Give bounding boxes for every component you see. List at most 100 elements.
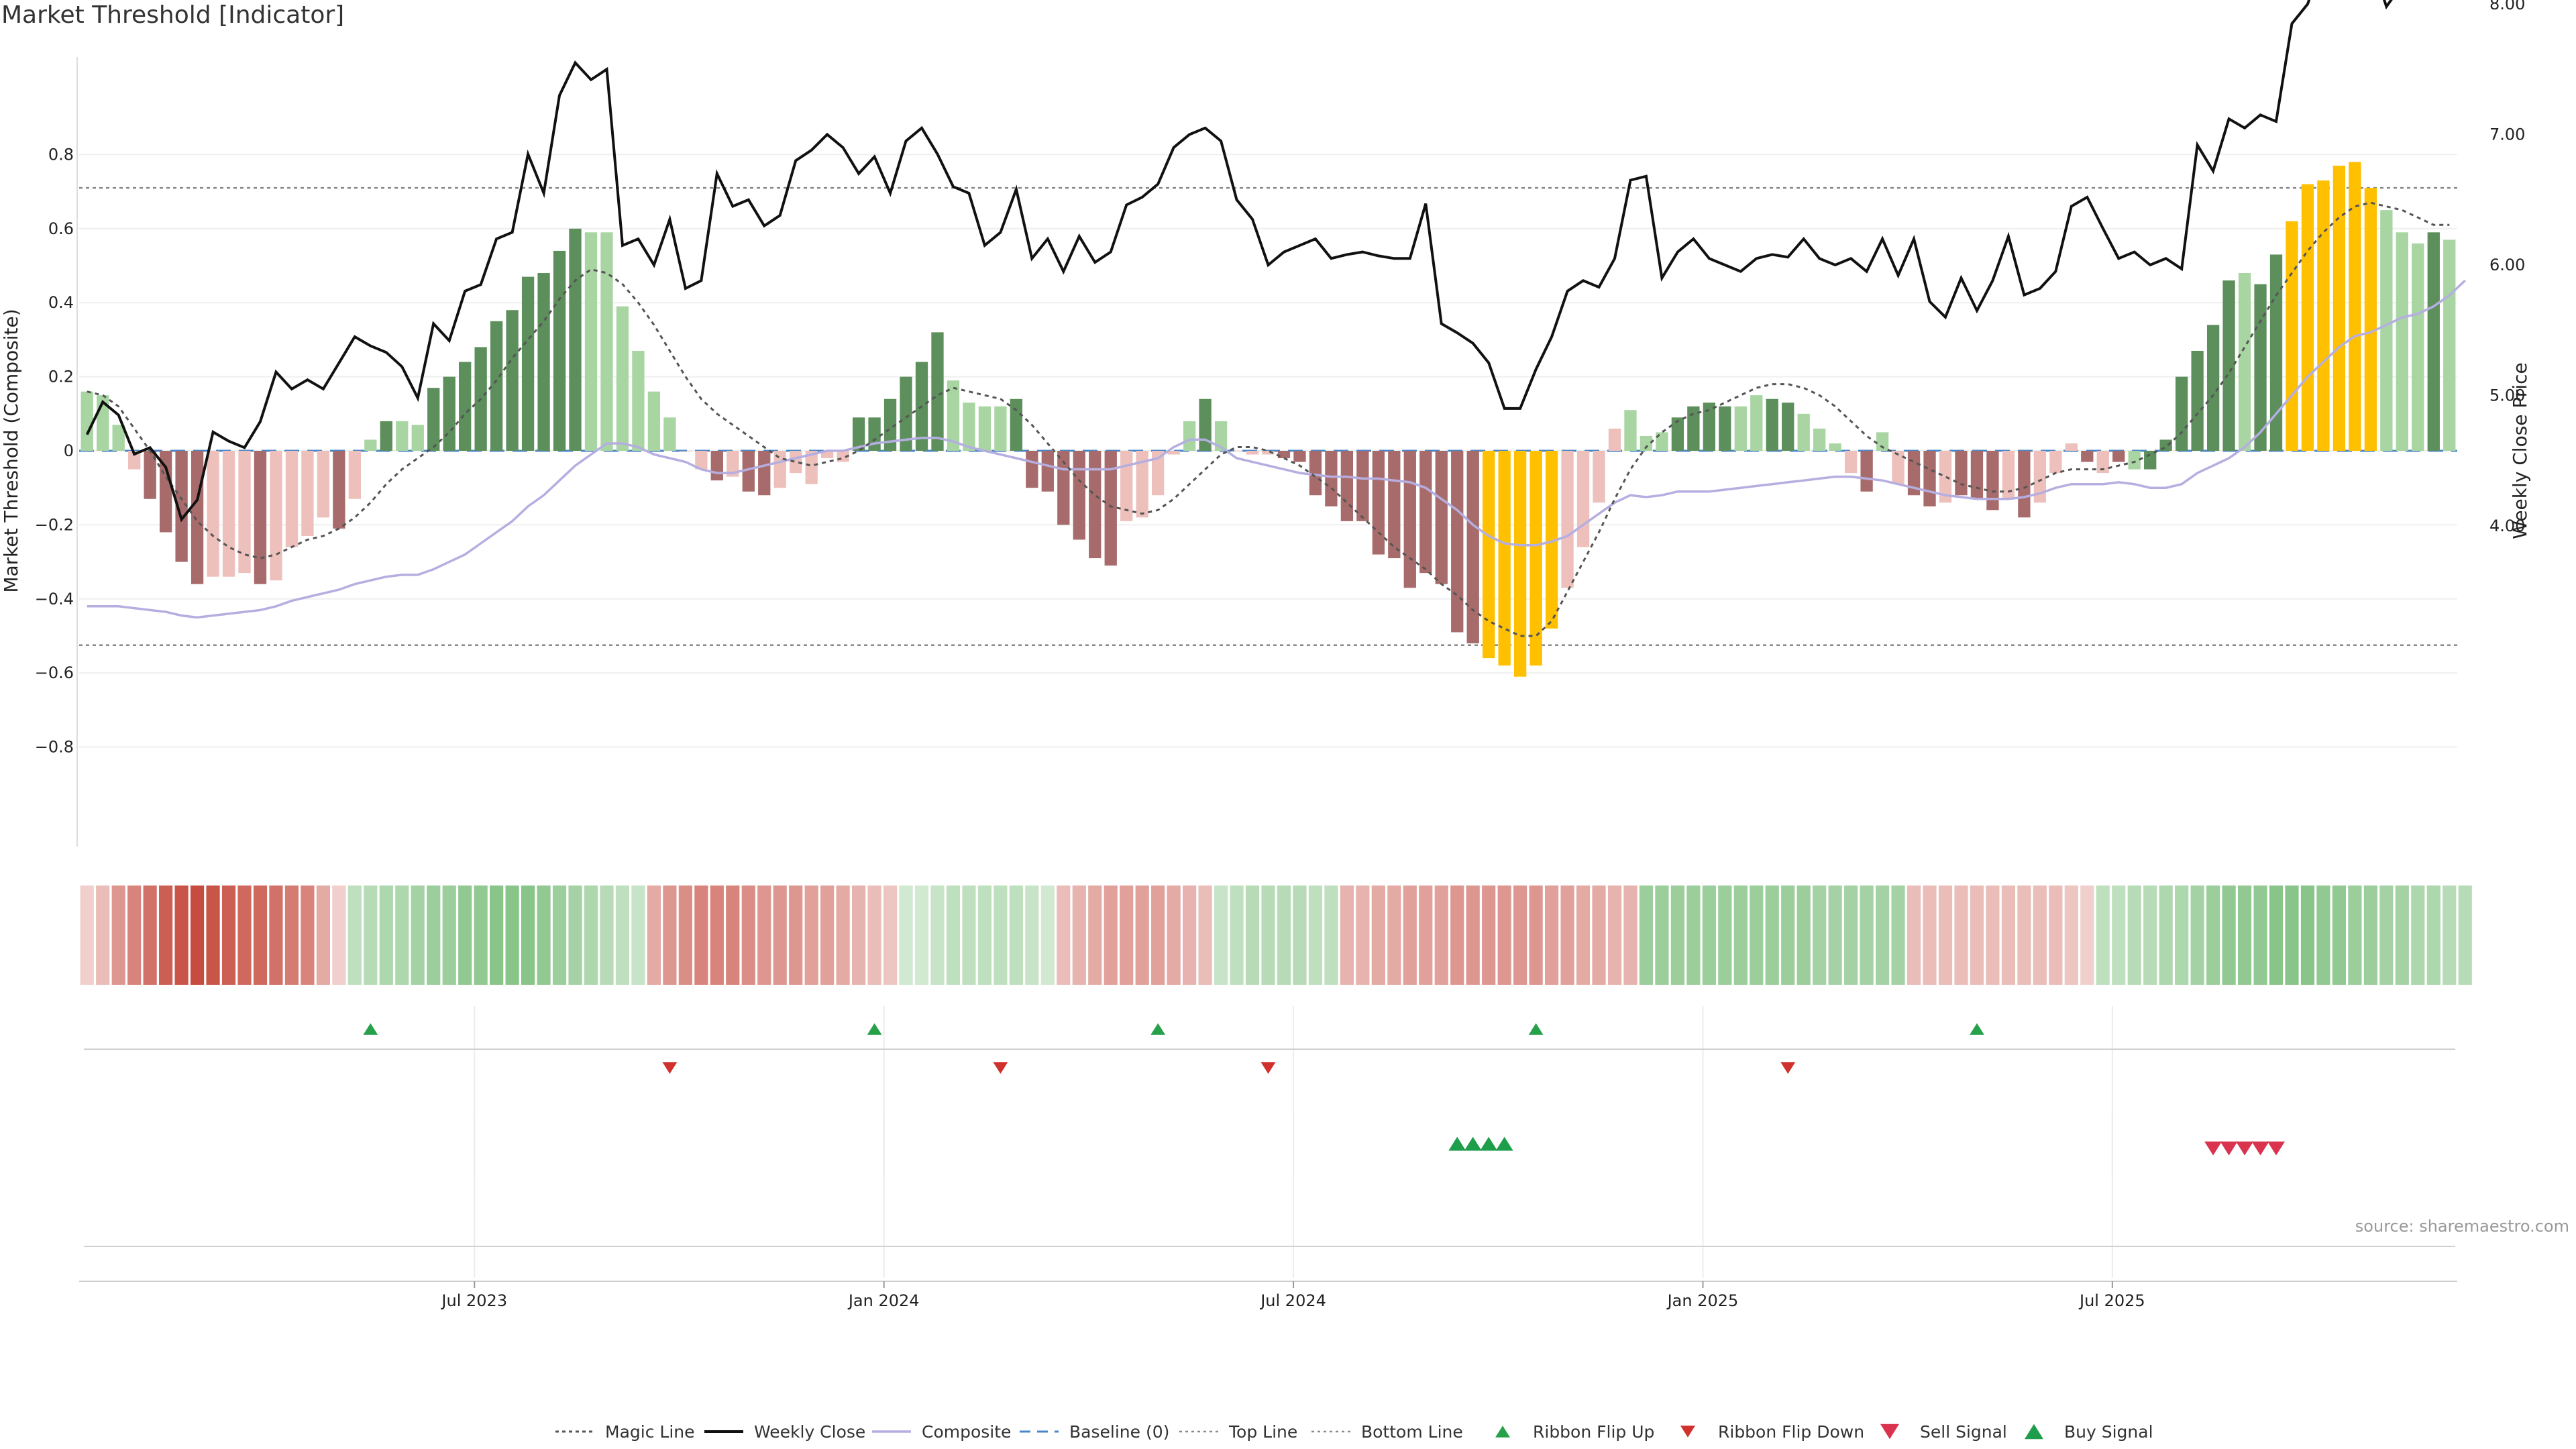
composite-bar xyxy=(1892,451,1904,484)
ribbon-cell xyxy=(1214,885,1228,985)
composite-bar xyxy=(1766,398,1778,451)
ribbon-cell xyxy=(1167,885,1181,985)
composite-bar xyxy=(2096,451,2109,474)
composite-bar xyxy=(2222,280,2235,451)
composite-bar xyxy=(364,439,377,451)
ribbon-cell xyxy=(2300,885,2315,985)
composite-bar xyxy=(112,425,125,451)
composite-bar xyxy=(1719,406,1731,451)
ribbon-cell xyxy=(458,885,472,985)
ribbon-cell xyxy=(804,885,818,985)
composite-bar xyxy=(285,451,299,547)
composite-bars xyxy=(80,162,2456,677)
ribbon-cell xyxy=(316,885,330,985)
ribbon-cell xyxy=(757,885,771,985)
composite-bar xyxy=(1356,451,1369,521)
composite-bar xyxy=(2301,184,2314,451)
composite-bar xyxy=(1782,402,1794,451)
chart-title: Market Threshold [Indicator] xyxy=(1,1,345,29)
composite-bar xyxy=(727,451,739,477)
composite-bar xyxy=(1183,421,1196,451)
ribbon-flip-up-marker xyxy=(1528,1023,1544,1035)
ribbon-cell xyxy=(1088,885,1102,985)
ribbon-cell xyxy=(1497,885,1511,985)
ribbon-cell xyxy=(206,885,220,985)
ribbon-cell xyxy=(741,885,755,985)
ribbon-cell xyxy=(2159,885,2173,985)
composite-bar xyxy=(2065,443,2078,451)
composite-bar xyxy=(1451,451,1464,633)
composite-bar xyxy=(852,417,865,451)
composite-bar xyxy=(1010,398,1023,451)
ribbon-cell xyxy=(2127,885,2141,985)
composite-bar xyxy=(1593,451,1605,503)
composite-bar xyxy=(1136,451,1148,518)
ribbon-cell xyxy=(1702,885,1716,985)
composite-bar xyxy=(1640,435,1653,451)
composite-bar xyxy=(2443,239,2456,451)
ribbon-cell xyxy=(2379,885,2394,985)
ribbon-cell xyxy=(221,885,236,985)
composite-bar xyxy=(1907,451,1921,496)
composite-bar xyxy=(1435,451,1448,584)
composite-bar xyxy=(742,451,755,492)
ribbon-cell xyxy=(1670,885,1684,985)
weekly-close-line xyxy=(85,0,2393,523)
ribbon-cell xyxy=(1639,885,1654,985)
ribbon-cell xyxy=(930,885,945,985)
ribbon-cell xyxy=(127,885,142,985)
ribbon-cell xyxy=(2143,885,2157,985)
composite-bar xyxy=(868,417,881,451)
composite-bar xyxy=(238,451,251,574)
ribbon-flip-up-marker xyxy=(1969,1023,1984,1035)
composite-bar xyxy=(2049,451,2062,474)
legend-swatch-sell xyxy=(1880,1424,1899,1440)
ribbon-cell xyxy=(678,885,692,985)
composite-bar xyxy=(1844,451,1858,474)
ribbon-cell xyxy=(190,885,205,985)
legend-label: Top Line xyxy=(1228,1422,1297,1442)
composite-bar xyxy=(900,376,912,451)
ribbon-cell xyxy=(852,885,866,985)
ribbon-cell xyxy=(552,885,567,985)
legend-label: Buy Signal xyxy=(2064,1422,2153,1442)
sell-signal-marker xyxy=(2251,1141,2269,1156)
ribbon-cell xyxy=(1796,885,1811,985)
composite-bar xyxy=(2206,325,2220,451)
ribbon-cell xyxy=(2064,885,2078,985)
signal-rows xyxy=(84,1023,2455,1247)
legend-label: Sell Signal xyxy=(1920,1422,2007,1442)
composite-bar xyxy=(1986,451,1999,511)
composite-bar xyxy=(2254,284,2267,451)
composite-bar xyxy=(191,451,204,584)
composite-bar xyxy=(2175,376,2188,451)
ribbon-cell xyxy=(994,885,1008,985)
legend-label: Ribbon Flip Up xyxy=(1533,1422,1654,1442)
ribbon-cell xyxy=(2363,885,2377,985)
ribbon-cell xyxy=(1891,885,1905,985)
composite-line xyxy=(87,279,2466,619)
ribbon-cell xyxy=(143,885,157,985)
ribbon-cell xyxy=(2443,885,2457,985)
ribbon-cell xyxy=(2332,885,2347,985)
ribbon-cell xyxy=(253,885,268,985)
ribbon-cell xyxy=(2190,885,2204,985)
ribbon-cell xyxy=(1718,885,1732,985)
ribbon-cell xyxy=(977,885,992,985)
composite-bar xyxy=(1372,451,1385,555)
y-axis-label: Market Threshold (Composite) xyxy=(0,309,22,592)
ribbon-cell xyxy=(301,885,315,985)
composite-bar xyxy=(1656,432,1668,451)
ribbon-cell xyxy=(332,885,346,985)
composite-bar xyxy=(301,451,314,536)
ribbon-cell xyxy=(1261,885,1275,985)
composite-bar xyxy=(1325,451,1338,506)
ribbon-cell xyxy=(96,885,110,985)
composite-bar xyxy=(411,425,424,451)
ribbon-cell xyxy=(1183,885,1197,985)
ribbon-cell xyxy=(1040,885,1055,985)
composite-bar xyxy=(978,406,991,451)
ribbon-cell xyxy=(1781,885,1795,985)
composite-bar xyxy=(1545,451,1558,629)
ribbon-cell xyxy=(1970,885,1984,985)
